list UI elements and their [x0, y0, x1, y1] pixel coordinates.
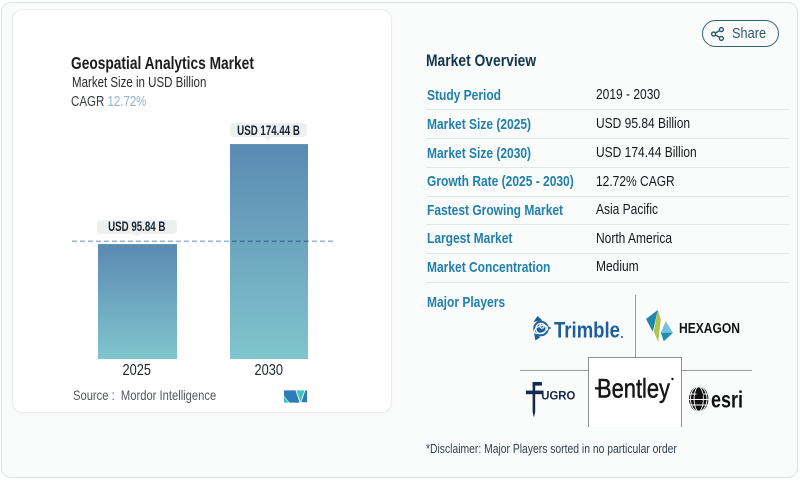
svg-text:Trimble: Trimble — [554, 318, 620, 343]
svg-text:UGRO: UGRO — [541, 388, 575, 402]
svg-text:Bentley: Bentley — [597, 374, 670, 404]
svg-text:esri: esri — [711, 387, 743, 413]
svg-text:HEXAGON: HEXAGON — [679, 320, 740, 337]
